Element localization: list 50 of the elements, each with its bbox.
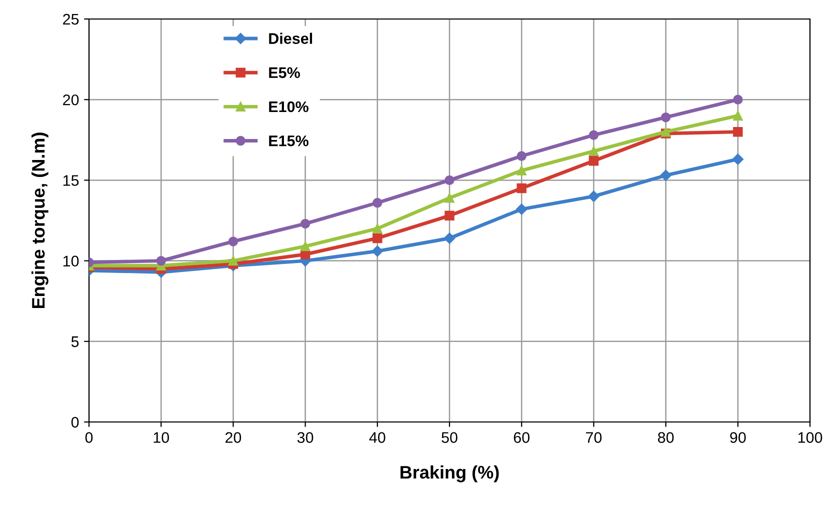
x-tick-label: 40	[369, 432, 386, 443]
x-axis-title: Braking (%)	[400, 465, 499, 482]
y-tick-label: 20	[63, 94, 79, 106]
point	[733, 126, 743, 137]
x-tick-label: 80	[658, 432, 674, 443]
point	[228, 256, 238, 266]
x-tick-label: 100	[798, 432, 822, 443]
legend-label: E15%	[269, 136, 308, 146]
x-tick-label: 0	[85, 432, 93, 443]
point	[733, 94, 743, 104]
point	[588, 130, 599, 140]
x-tick-label: 90	[730, 432, 746, 443]
point	[516, 183, 526, 194]
point	[588, 190, 600, 202]
y-tick-label: 25	[63, 14, 79, 25]
point	[660, 112, 671, 122]
point	[156, 256, 166, 266]
x-tick-label: 50	[442, 432, 458, 443]
point	[372, 233, 382, 244]
y-tick-label: 5	[71, 336, 79, 348]
point	[228, 236, 238, 246]
point	[516, 204, 528, 215]
point	[372, 198, 382, 208]
point	[372, 224, 382, 234]
y-axis-title: Engine torque, (N.m)	[31, 132, 48, 308]
point	[660, 170, 672, 181]
x-tick-label: 10	[154, 432, 169, 443]
x-tick-label: 20	[225, 432, 242, 443]
point	[372, 246, 384, 257]
point	[516, 151, 526, 161]
y-tick-label: 0	[71, 416, 79, 428]
legend-label: Diesel	[269, 32, 312, 44]
y-tick-label: 10	[63, 256, 79, 266]
x-tick-label: 70	[586, 432, 602, 443]
legend-label: E10%	[269, 101, 308, 112]
legend-label: E5%	[269, 67, 300, 78]
y-tick-label: 15	[63, 175, 79, 186]
point	[444, 210, 454, 221]
point	[444, 193, 454, 203]
point	[588, 146, 599, 156]
point	[732, 154, 744, 165]
point	[588, 156, 599, 166]
point	[444, 175, 454, 186]
point	[300, 218, 310, 229]
x-tick-label: 60	[514, 432, 530, 443]
point	[444, 232, 456, 244]
point	[733, 110, 743, 121]
point	[300, 241, 310, 252]
point	[516, 166, 526, 176]
x-tick-label: 30	[297, 432, 314, 443]
